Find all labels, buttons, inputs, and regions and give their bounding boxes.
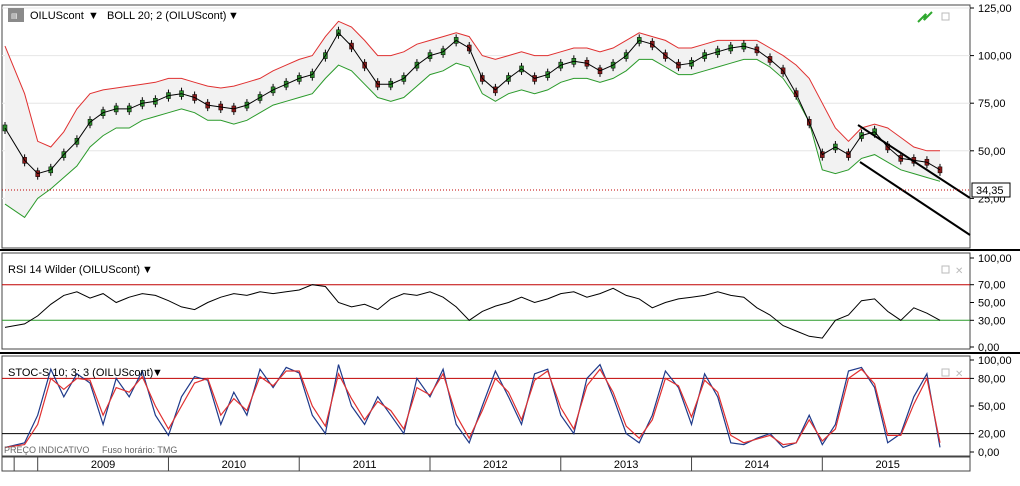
stoch-dropdown-icon[interactable]: ▼ bbox=[152, 367, 163, 379]
bollinger-dropdown-icon[interactable]: ▼ bbox=[228, 10, 239, 22]
last-price-box bbox=[971, 182, 1011, 198]
y-tick-label: 20,00 bbox=[978, 429, 1006, 441]
y-tick-label: 100,00 bbox=[978, 51, 1012, 63]
price-candle bbox=[937, 166, 943, 174]
trend-arrow-icon[interactable] bbox=[917, 11, 933, 23]
maximize-icon[interactable] bbox=[941, 368, 950, 377]
channel-upper-line bbox=[857, 124, 971, 199]
symbol-icon-glyph: ▤ bbox=[11, 13, 18, 20]
y-tick-label: 0,00 bbox=[978, 447, 999, 459]
bollinger-band-fill bbox=[5, 21, 940, 218]
stoch-d-line bbox=[4, 368, 941, 448]
year-label: 2012 bbox=[483, 459, 507, 471]
lower-band-line bbox=[4, 58, 941, 219]
y-tick-label: 0,00 bbox=[978, 342, 999, 354]
last-price-value: 34,35 bbox=[976, 185, 1004, 197]
bollinger-label[interactable]: BOLL 20; 2 (OILUScont) bbox=[107, 10, 226, 22]
symbol-label[interactable]: OILUScont bbox=[30, 10, 84, 22]
y-tick-label: 125,00 bbox=[978, 3, 1012, 15]
x-axis-labels: 2009 2010 2011 2012 2013 2014 2015 bbox=[13, 457, 900, 471]
symbol-icon[interactable] bbox=[8, 8, 24, 22]
band-fill bbox=[5, 21, 940, 218]
rsi-header: RSI 14 Wilder (OILUScont) ▼ ✕ bbox=[8, 264, 963, 277]
stoch-series bbox=[4, 363, 941, 449]
price-series bbox=[2, 20, 943, 219]
y-tick-label: 75,00 bbox=[978, 98, 1006, 110]
stoch-label[interactable]: STOC-S 10; 3; 3 (OILUScont) bbox=[8, 367, 153, 379]
y-tick-label: 100,00 bbox=[978, 253, 1012, 265]
y-tick-label: 100,00 bbox=[978, 355, 1012, 367]
rsi-panel-frame bbox=[1, 252, 971, 350]
year-label: 2009 bbox=[91, 459, 115, 471]
x-axis-bar bbox=[1, 456, 971, 472]
rsi-line bbox=[4, 284, 941, 339]
close-icon[interactable]: ✕ bbox=[955, 369, 963, 380]
stoch-header: STOC-S 10; 3; 3 (OILUScont) ▼ ✕ bbox=[8, 367, 963, 380]
rsi-label[interactable]: RSI 14 Wilder (OILUScont) bbox=[8, 264, 140, 276]
timezone-note: Fuso horário: TMG bbox=[102, 445, 177, 455]
rsi-dropdown-icon[interactable]: ▼ bbox=[142, 264, 153, 276]
y-tick-label: 50,00 bbox=[978, 401, 1006, 413]
y-tick-label: 30,00 bbox=[978, 315, 1006, 327]
rsi-series bbox=[4, 284, 941, 339]
y-tick-label: 80,00 bbox=[978, 373, 1006, 385]
y-tick-label: 70,00 bbox=[978, 280, 1006, 292]
symbol-dropdown-icon[interactable]: ▼ bbox=[88, 10, 99, 22]
y-tick-label: 50,00 bbox=[978, 146, 1006, 158]
maximize-icon[interactable] bbox=[941, 265, 950, 274]
year-label: 2014 bbox=[745, 459, 769, 471]
year-label: 2010 bbox=[222, 459, 246, 471]
maximize-icon[interactable] bbox=[941, 12, 950, 21]
close-icon[interactable]: ✕ bbox=[955, 266, 963, 277]
indicative-price-note: PREÇO INDICATIVO bbox=[4, 445, 89, 455]
price-header: ▤ OILUScont ▼ BOLL 20; 2 (OILUScont) ▼ bbox=[8, 8, 950, 23]
trend-channel bbox=[857, 124, 971, 236]
upper-band-line bbox=[4, 20, 940, 152]
year-label: 2011 bbox=[353, 459, 377, 471]
last-price-badge: 34,35 bbox=[971, 182, 1011, 198]
price-candle bbox=[2, 124, 8, 132]
channel-lower-line bbox=[859, 161, 971, 236]
year-label: 2015 bbox=[875, 459, 899, 471]
y-axis-labels: 125,00100,0075,0050,0025,00100,0070,0050… bbox=[970, 3, 1012, 459]
price-panel-frame bbox=[1, 4, 971, 249]
y-tick-label: 50,00 bbox=[978, 298, 1006, 310]
price-line bbox=[4, 31, 941, 175]
year-label: 2013 bbox=[614, 459, 638, 471]
